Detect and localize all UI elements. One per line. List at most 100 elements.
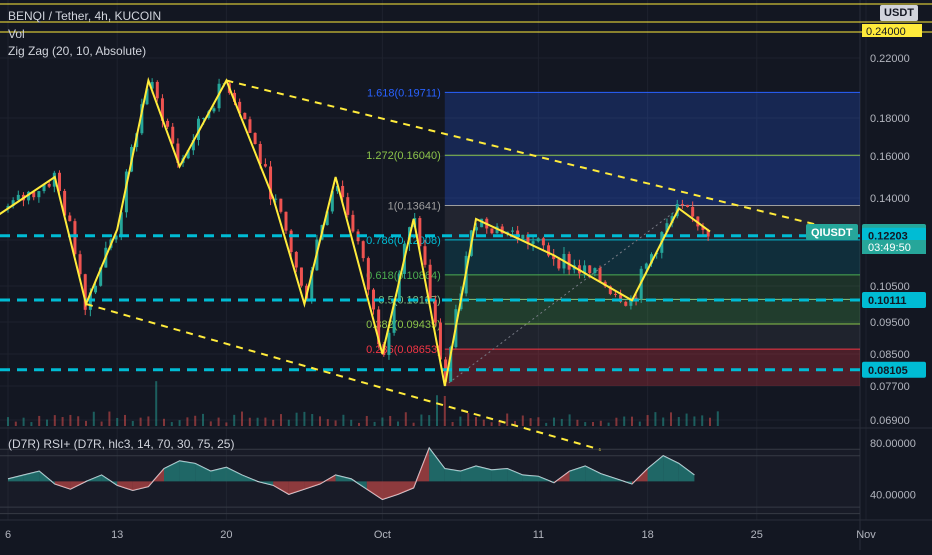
candle-body	[418, 218, 422, 247]
candle-body	[438, 322, 442, 360]
volume-bar	[61, 417, 64, 426]
rsi-fill	[507, 468, 523, 482]
price-axis-label: 0.06900	[870, 415, 910, 427]
candle-body	[613, 293, 617, 295]
rsi-fill	[366, 481, 383, 500]
candle-body	[377, 309, 381, 345]
volume-bar	[287, 419, 290, 426]
rsi-fill	[647, 455, 664, 482]
volume-bar	[256, 417, 259, 426]
rsi-indicator-label[interactable]: (D7R) RSI+ (D7R, hlc3, 14, 70, 30, 75, 2…	[8, 437, 235, 451]
volume-bar	[350, 419, 353, 426]
candle-body	[263, 164, 267, 167]
candle-body	[253, 132, 257, 144]
candle-body	[243, 112, 247, 120]
chart-title[interactable]: BENQI / Tether, 4h, KUCOIN	[8, 9, 162, 23]
candle-body	[547, 245, 551, 256]
volume-bar	[693, 416, 696, 426]
price-axis-label: 0.18000	[870, 113, 910, 125]
candle-body	[68, 215, 72, 222]
candle-body	[171, 126, 175, 144]
fib-level-label: 0.786(0.12008)	[366, 235, 441, 247]
candle-body	[212, 108, 216, 112]
volume-bar	[170, 422, 173, 426]
candle-body	[140, 104, 144, 134]
rsi-axis-label: 40.00000	[870, 489, 916, 501]
volume-bar	[420, 414, 423, 426]
price-axis-label: 0.09500	[870, 317, 910, 329]
candle-body	[191, 139, 195, 151]
candle-body	[160, 98, 164, 121]
price-tag	[862, 292, 926, 309]
rsi-fill	[600, 473, 617, 482]
time-axis-label: 6	[5, 529, 11, 541]
candle-body	[567, 253, 571, 270]
volume-bar	[124, 414, 126, 426]
candle-body	[619, 294, 623, 302]
volume-bar	[475, 417, 477, 426]
candle-body	[310, 270, 314, 300]
candle-body	[335, 185, 339, 192]
fib-zone	[444, 205, 860, 240]
price-axis-label: 0.10500	[870, 281, 910, 293]
volume-bar	[233, 414, 236, 426]
vol-indicator-label[interactable]: Vol	[8, 27, 25, 41]
candle-body	[6, 205, 10, 209]
fib-zone	[444, 349, 860, 386]
candle-body	[634, 297, 638, 300]
volume-bar	[202, 413, 204, 426]
rsi-fill	[54, 481, 71, 490]
fib-zone	[444, 323, 860, 350]
volume-bar	[342, 414, 345, 426]
volume-bar	[186, 417, 189, 426]
volume-bar	[116, 417, 119, 426]
candle-body	[325, 211, 329, 226]
volume-bar	[670, 412, 672, 426]
rsi-fill	[678, 463, 695, 482]
rsi-fill	[335, 475, 352, 482]
volume-bar	[38, 415, 41, 426]
candle-body	[186, 150, 190, 159]
fib-zone	[444, 155, 860, 206]
volume-bar	[654, 412, 657, 426]
price-axis-label: 0.07700	[870, 381, 910, 393]
currency-badge[interactable]: USDT	[880, 5, 918, 21]
candle-body	[284, 211, 288, 231]
volume-bar	[599, 420, 602, 426]
volume-bar	[92, 411, 95, 426]
candle-body	[248, 119, 252, 133]
rsi-fill	[8, 475, 24, 482]
volume-bar	[607, 422, 610, 426]
volume-bar	[7, 417, 9, 426]
zigzag-indicator-label[interactable]: Zig Zag (20, 10, Absolute)	[8, 44, 147, 58]
price-axis-label: 0.08500	[870, 349, 910, 361]
fib-level-label: 1.272(0.16040)	[366, 150, 441, 162]
volume-bar	[100, 421, 103, 426]
price-tag	[862, 361, 926, 378]
candle-body	[449, 347, 453, 382]
rsi-fill	[320, 475, 336, 484]
volume-bar	[553, 417, 555, 426]
volume-bar	[358, 422, 360, 426]
rsi-fill	[522, 475, 539, 482]
candle-body	[608, 286, 612, 294]
candle-body	[397, 273, 401, 302]
candle-body	[490, 228, 494, 234]
price-axis-label: 0.14000	[870, 193, 910, 205]
volume-bar	[14, 421, 17, 426]
price-tag-label: 0.10111	[868, 295, 907, 307]
price-axis-label: 0.22000	[870, 53, 910, 65]
candle-body	[294, 251, 298, 268]
candle-body	[63, 190, 67, 216]
volume-bar	[638, 421, 641, 426]
top-price-tag	[862, 24, 922, 37]
rsi-fill	[132, 481, 149, 491]
rsi-fill	[210, 467, 227, 482]
rsi-fill	[70, 481, 86, 490]
volume-bar	[365, 415, 368, 426]
volume-bar	[443, 395, 446, 426]
volume-bar	[482, 419, 485, 426]
symbol-tag-label: QIUSDT	[811, 227, 853, 239]
